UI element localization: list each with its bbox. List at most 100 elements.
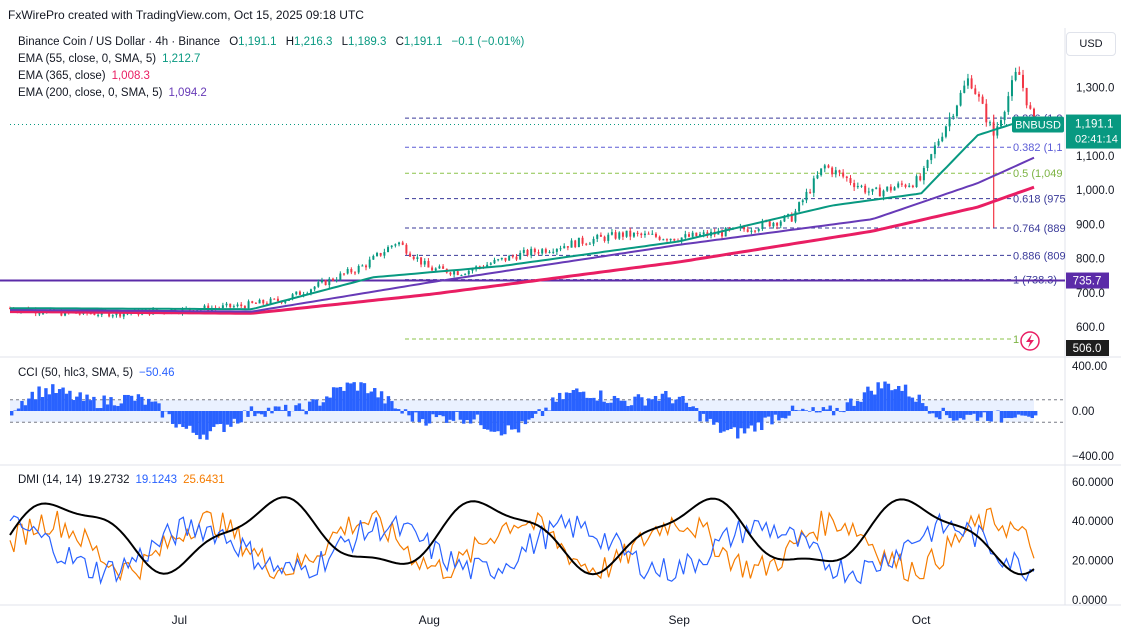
candle-body	[394, 244, 397, 246]
candle-body	[552, 251, 555, 253]
cci-bar	[787, 411, 791, 416]
cci-bar	[694, 408, 699, 411]
cci-bar	[797, 410, 802, 411]
candle-body	[607, 234, 610, 241]
cci-bar	[229, 411, 233, 427]
candle-body	[1029, 105, 1032, 109]
cci-legend[interactable]: CCI (50, hlc3, SMA, 5) −50.46	[18, 367, 181, 379]
cci-bar	[790, 405, 795, 411]
bar-countdown: 02:41:14	[1075, 134, 1118, 146]
cci-bar	[424, 411, 428, 426]
cci-tick-label: −400.00	[1072, 451, 1114, 463]
candle-body	[566, 246, 569, 248]
cci-bar	[1010, 411, 1014, 419]
cci-bar	[838, 411, 843, 412]
fib-level-label: 0.886 (809	[1013, 250, 1066, 262]
candle-body	[654, 233, 657, 237]
cci-bar	[448, 411, 452, 420]
support-tag-label: 735.7	[1073, 276, 1102, 288]
candle-body	[93, 313, 96, 316]
cci-bar	[225, 411, 230, 425]
cci-bar	[92, 396, 96, 411]
candle-body	[941, 136, 944, 142]
price-tick-label: 700.0	[1076, 288, 1105, 300]
cci-bar	[218, 411, 223, 424]
candle-body	[585, 243, 588, 245]
candle-body	[977, 94, 980, 97]
cci-bar	[920, 403, 925, 411]
cci-bar	[910, 397, 915, 411]
candle-body	[339, 273, 342, 280]
cci-bar	[126, 394, 130, 411]
cci-bar	[907, 396, 911, 411]
candle-body	[853, 183, 856, 188]
cci-bar	[855, 401, 860, 411]
candle-body	[581, 237, 584, 244]
candle-body	[372, 255, 375, 260]
candle-body	[1021, 74, 1024, 88]
candle-body	[629, 230, 632, 237]
ema55-value: 1,212.7	[162, 53, 201, 65]
cci-bar	[647, 398, 651, 411]
candle-body	[596, 234, 599, 239]
cci-bar	[157, 403, 161, 411]
candle-body	[420, 257, 423, 265]
cci-bar	[414, 411, 418, 413]
cci-bar	[958, 411, 963, 419]
cci-value: −50.46	[139, 367, 175, 379]
cci-bar	[705, 411, 709, 422]
candle-body	[42, 313, 45, 315]
cci-bar	[715, 411, 719, 423]
cci-bar	[146, 398, 151, 411]
candle-body	[453, 271, 456, 275]
cci-bar	[44, 388, 48, 411]
cci-bar	[828, 405, 832, 411]
dmi-tick-label: 40.0000	[1072, 516, 1114, 528]
dmi-legend[interactable]: DMI (14, 14) 19.2732 19.1243 25.6431	[18, 474, 231, 486]
fib-level-label: 0.5 (1,049	[1013, 168, 1063, 180]
price-tick-label: 900.0	[1076, 219, 1105, 231]
candle-body	[816, 175, 819, 179]
candle-body	[768, 221, 771, 227]
cci-bar	[890, 390, 894, 411]
candle-body	[603, 236, 606, 241]
candle-body	[346, 269, 349, 274]
cci-bar	[876, 382, 880, 411]
candle-body	[757, 229, 760, 231]
cci-bar	[99, 408, 103, 411]
cci-bar	[571, 390, 576, 411]
candle-body	[614, 232, 617, 239]
cci-bar	[968, 411, 973, 415]
candle-body	[988, 122, 991, 124]
ema55-legend[interactable]: EMA (55, close, 0, SMA, 5) 1,212.7	[18, 53, 206, 65]
cci-bar	[859, 401, 863, 411]
candle-body	[919, 176, 922, 181]
ema55-name: EMA (55, close, 0, SMA, 5)	[18, 53, 157, 65]
currency-button[interactable]: USD	[1066, 32, 1116, 56]
cci-bar	[321, 402, 326, 411]
ema365-legend[interactable]: EMA (365, close) 1,008.3	[18, 70, 156, 82]
candle-body	[588, 243, 591, 245]
cci-bar	[736, 411, 740, 439]
cci-bar	[955, 411, 959, 421]
cci-bar	[102, 395, 106, 411]
ema365-name: EMA (365, close)	[18, 70, 106, 82]
candle-body	[970, 78, 973, 89]
candle-body	[335, 279, 338, 281]
cci-bar	[188, 411, 192, 426]
cci-bar	[917, 394, 921, 411]
candle-body	[702, 232, 705, 235]
candle-body	[996, 126, 999, 136]
cci-bar	[246, 411, 250, 417]
cci-bar	[287, 411, 291, 417]
cci-bar	[260, 411, 264, 415]
candle-body	[746, 229, 749, 232]
candle-body	[794, 211, 797, 222]
candle-body	[592, 238, 595, 244]
cci-bar	[23, 405, 28, 411]
ema200-legend[interactable]: EMA (200, close, 0, SMA, 5) 1,094.2	[18, 87, 213, 99]
cci-bar	[510, 411, 514, 430]
cci-bar	[270, 411, 274, 414]
cci-bar	[821, 407, 826, 411]
